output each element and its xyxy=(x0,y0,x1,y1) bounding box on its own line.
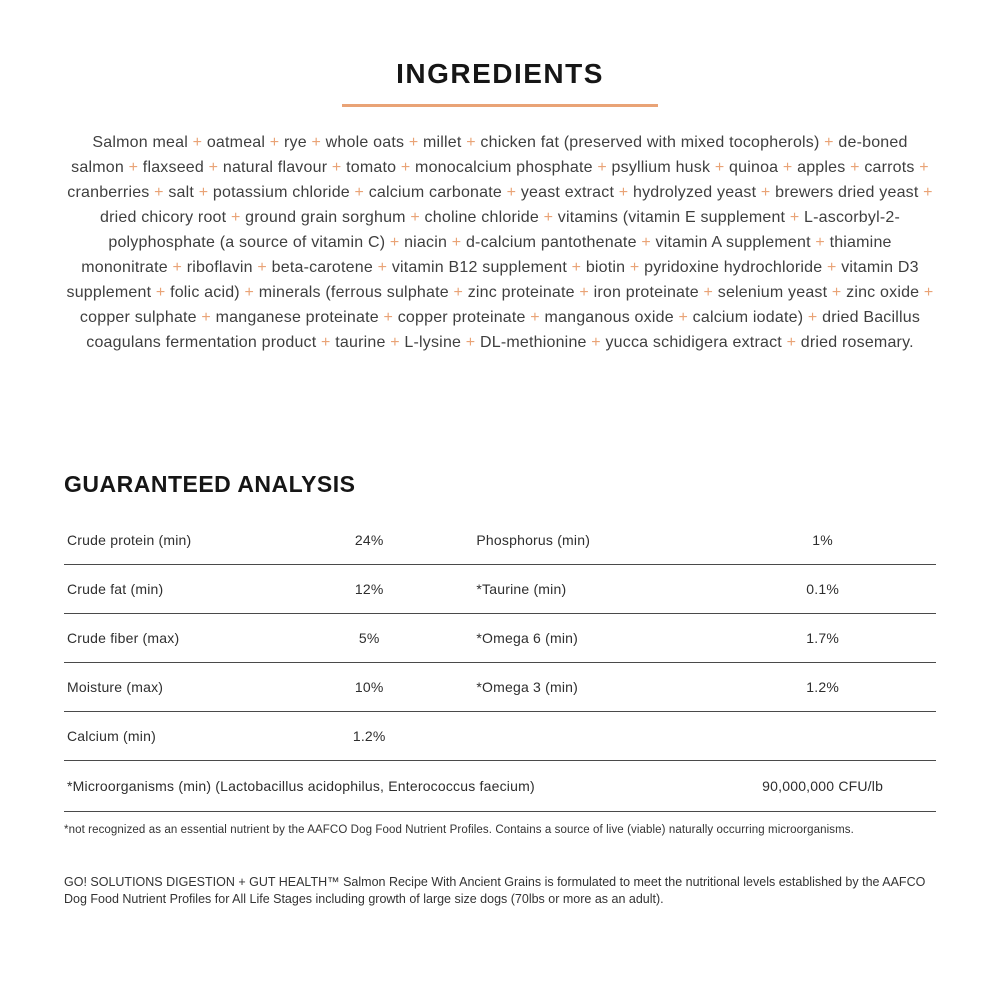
plus-separator: + xyxy=(396,159,416,176)
plus-separator: + xyxy=(822,259,842,276)
plus-separator: + xyxy=(447,234,466,251)
guaranteed-analysis-table: Crude protein (min) 24% Phosphorus (min)… xyxy=(64,516,936,812)
nutrient-value: 24% xyxy=(354,532,384,548)
plus-separator: + xyxy=(827,284,847,301)
table-row: Moisture (max) 10% *Omega 3 (min) 1.2% xyxy=(64,663,936,712)
nutrient-label: Crude protein (min) xyxy=(67,532,192,548)
plus-separator: + xyxy=(196,309,216,326)
plus-separator: + xyxy=(625,259,645,276)
plus-separator: + xyxy=(204,159,223,176)
plus-separator: + xyxy=(845,159,865,176)
plus-separator: + xyxy=(461,334,480,351)
microorganisms-row: *Microorganisms (min) (Lactobacillus aci… xyxy=(64,761,936,812)
nutrient-value: 12% xyxy=(354,581,384,597)
plus-separator: + xyxy=(914,159,929,176)
plus-separator: + xyxy=(151,284,171,301)
ingredients-section: INGREDIENTS Salmon meal + oatmeal + rye … xyxy=(64,58,936,355)
plus-separator: + xyxy=(785,209,805,226)
nutrient-value: 1.2% xyxy=(806,679,839,695)
nutrient-value: 10% xyxy=(354,679,384,695)
plus-separator: + xyxy=(349,184,369,201)
plus-separator: + xyxy=(810,234,830,251)
plus-separator: + xyxy=(538,209,558,226)
nutrient-value: 90,000,000 CFU/lb xyxy=(762,778,884,794)
nutrient-label: *Omega 3 (min) xyxy=(476,679,578,695)
plus-separator: + xyxy=(385,234,405,251)
table-row: Crude fiber (max) 5% *Omega 6 (min) 1.7% xyxy=(64,614,936,663)
plus-separator: + xyxy=(698,284,718,301)
plus-separator: + xyxy=(525,309,545,326)
plus-separator: + xyxy=(501,184,521,201)
plus-separator: + xyxy=(566,259,586,276)
nutrient-label: *Omega 6 (min) xyxy=(476,630,578,646)
plus-separator: + xyxy=(614,184,633,201)
plus-separator: + xyxy=(265,134,284,151)
table-row: Crude fat (min) 12% *Taurine (min) 0.1% xyxy=(64,565,936,614)
plus-separator: + xyxy=(592,159,612,176)
nutrient-value: 1.7% xyxy=(806,630,839,646)
guaranteed-analysis-heading: GUARANTEED ANALYSIS xyxy=(64,471,356,497)
aafco-formulation-statement: GO! SOLUTIONS DIGESTION + GUT HEALTH™ Sa… xyxy=(64,875,926,906)
plus-separator: + xyxy=(756,184,776,201)
plus-separator: + xyxy=(918,184,933,201)
plus-separator: + xyxy=(327,159,347,176)
plus-separator: + xyxy=(803,309,823,326)
plus-separator: + xyxy=(372,259,392,276)
plus-separator: + xyxy=(405,209,425,226)
plus-separator: + xyxy=(226,209,246,226)
plus-separator: + xyxy=(778,159,798,176)
heading-underline-rule xyxy=(342,104,658,107)
plus-separator: + xyxy=(252,259,272,276)
nutrient-value: 0.1% xyxy=(806,581,839,597)
plus-separator: + xyxy=(316,334,336,351)
plus-separator: + xyxy=(239,284,259,301)
plus-separator: + xyxy=(461,134,481,151)
plus-separator: + xyxy=(673,309,693,326)
plus-separator: + xyxy=(378,309,398,326)
nutrient-label: *Taurine (min) xyxy=(476,581,567,597)
nutrient-label: Crude fat (min) xyxy=(67,581,164,597)
plus-separator: + xyxy=(781,334,801,351)
plus-separator: + xyxy=(149,184,169,201)
plus-separator: + xyxy=(194,184,213,201)
table-row: Crude protein (min) 24% Phosphorus (min)… xyxy=(64,516,936,565)
plus-separator: + xyxy=(404,134,424,151)
table-row: Calcium (min) 1.2% xyxy=(64,712,936,761)
aafco-footnote: *not recognized as an essential nutrient… xyxy=(64,824,854,836)
plus-separator: + xyxy=(123,159,143,176)
plus-separator: + xyxy=(385,334,405,351)
nutrient-label: *Microorganisms (min) (Lactobacillus aci… xyxy=(67,778,535,794)
guaranteed-analysis-section: GUARANTEED ANALYSIS Crude protein (min) … xyxy=(64,471,936,908)
ingredients-paragraph: Salmon meal + oatmeal + rye + whole oats… xyxy=(66,134,934,351)
nutrient-label: Phosphorus (min) xyxy=(476,532,591,548)
plus-separator: + xyxy=(919,284,934,301)
nutrient-value: 5% xyxy=(358,630,380,646)
ingredients-heading: INGREDIENTS xyxy=(396,58,604,89)
plus-separator: + xyxy=(187,134,207,151)
nutrient-value: 1% xyxy=(812,532,833,548)
plus-separator: + xyxy=(167,259,187,276)
plus-separator: + xyxy=(636,234,656,251)
plus-separator: + xyxy=(306,134,326,151)
nutrient-label: Moisture (max) xyxy=(67,679,164,695)
product-info-panel: INGREDIENTS Salmon meal + oatmeal + rye … xyxy=(64,0,936,908)
plus-separator: + xyxy=(710,159,730,176)
nutrient-label: Crude fiber (max) xyxy=(67,630,180,646)
plus-separator: + xyxy=(448,284,468,301)
plus-separator: + xyxy=(819,134,839,151)
nutrient-label: Calcium (min) xyxy=(67,728,156,744)
plus-separator: + xyxy=(586,334,606,351)
nutrient-value: 1.2% xyxy=(352,728,386,744)
plus-separator: + xyxy=(574,284,594,301)
